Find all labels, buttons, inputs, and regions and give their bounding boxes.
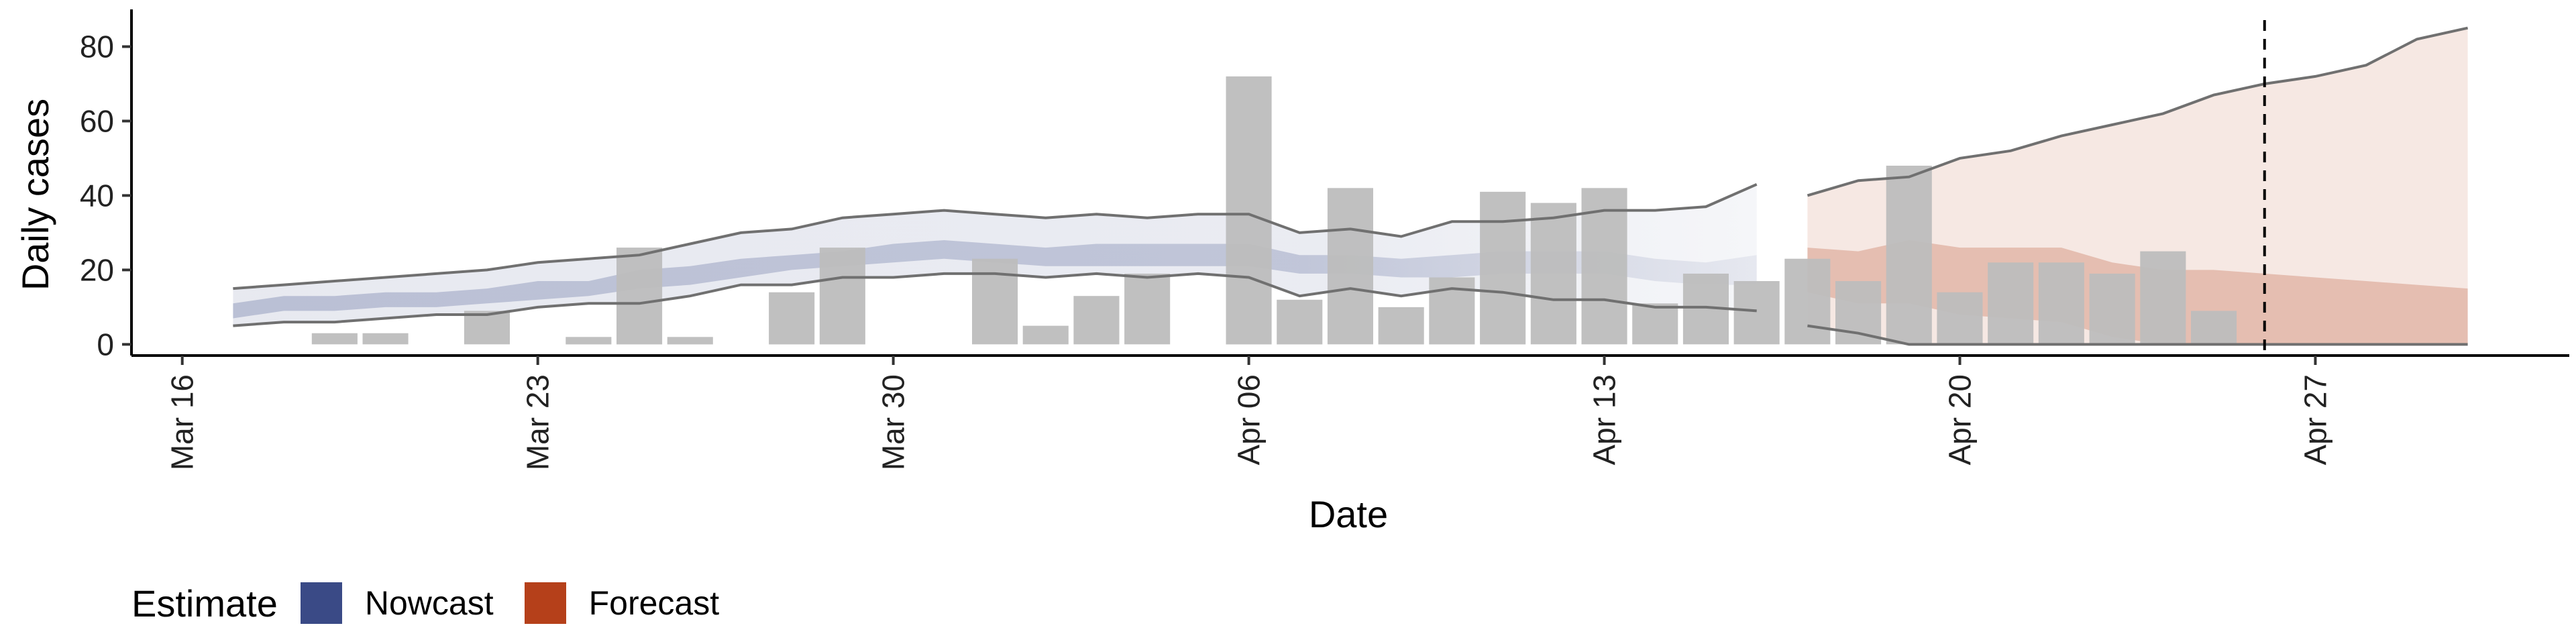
axes: 0 20 40 60 80 Mar 16 Mar 23 Mar 30 Apr 06 Apr 13 A… [80, 9, 2569, 470]
y-tick-label: 0 [97, 327, 114, 362]
y-axis-title: Daily cases [14, 99, 56, 290]
y-tick-label: 40 [80, 178, 114, 213]
estimate-bound-lines [233, 26, 2469, 346]
case-bar [1530, 203, 1576, 345]
case-bar [616, 248, 663, 345]
case-bar [566, 337, 612, 345]
case-bar [972, 258, 1018, 345]
legend-label-nowcast: Nowcast [364, 584, 494, 622]
legend-key-forecast [524, 582, 566, 624]
case-bar [1124, 273, 1171, 345]
case-bars [311, 76, 2237, 345]
case-bar [1277, 299, 1323, 345]
case-bar [2038, 262, 2084, 345]
case-bar [2191, 311, 2237, 345]
case-bar [1988, 262, 2034, 345]
y-tick-label: 80 [80, 29, 114, 64]
case-bar [769, 292, 815, 345]
legend: Estimate Nowcast Forecast [131, 580, 750, 627]
forecast-inner-band [1807, 240, 2468, 345]
case-bar [464, 311, 510, 345]
estimate-bands [233, 28, 2468, 345]
case-bar [819, 248, 865, 345]
nowcast-upper-line [233, 182, 1758, 290]
x-tick-label: Mar 16 [165, 374, 200, 470]
case-bar [1835, 281, 1882, 345]
case-bar [311, 333, 358, 345]
y-tick-label: 20 [80, 252, 114, 287]
nowcast-inner-band [233, 240, 1757, 319]
case-bar [2089, 273, 2135, 345]
case-bar [1378, 307, 1424, 345]
case-bar [1733, 281, 1780, 345]
case-bar [1022, 325, 1069, 345]
forecast-lower-line [1807, 324, 2468, 346]
x-tick-label: Apr 06 [1232, 374, 1267, 466]
x-tick-label: Apr 20 [1943, 374, 1978, 466]
case-bar [667, 337, 713, 345]
case-bar [1226, 76, 1272, 345]
case-bar [1581, 188, 1627, 345]
y-tick-label: 60 [80, 103, 114, 138]
case-bar [1784, 258, 1831, 345]
case-bar [2140, 251, 2186, 345]
legend-label-forecast: Forecast [588, 584, 720, 622]
x-tick-label: Mar 23 [521, 374, 555, 470]
nowcast-lower-line [233, 272, 1757, 327]
case-bar [1632, 303, 1678, 345]
case-bar [1480, 191, 1526, 345]
x-tick-label: Apr 13 [1587, 374, 1622, 466]
x-tick-label: Apr 27 [2298, 374, 2332, 466]
legend-key-nowcast [300, 582, 342, 624]
case-bar [1937, 292, 1983, 345]
x-tick-label: Mar 30 [876, 374, 911, 470]
case-bar [362, 333, 409, 345]
forecast-upper-line [1807, 26, 2469, 197]
x-axis-title: Date [1309, 493, 1388, 535]
legend-title: Estimate [131, 582, 278, 625]
forecast-outer-band [1807, 28, 2468, 345]
case-bar [1886, 166, 1932, 345]
case-bar [1073, 296, 1120, 345]
case-bar [1327, 188, 1373, 345]
